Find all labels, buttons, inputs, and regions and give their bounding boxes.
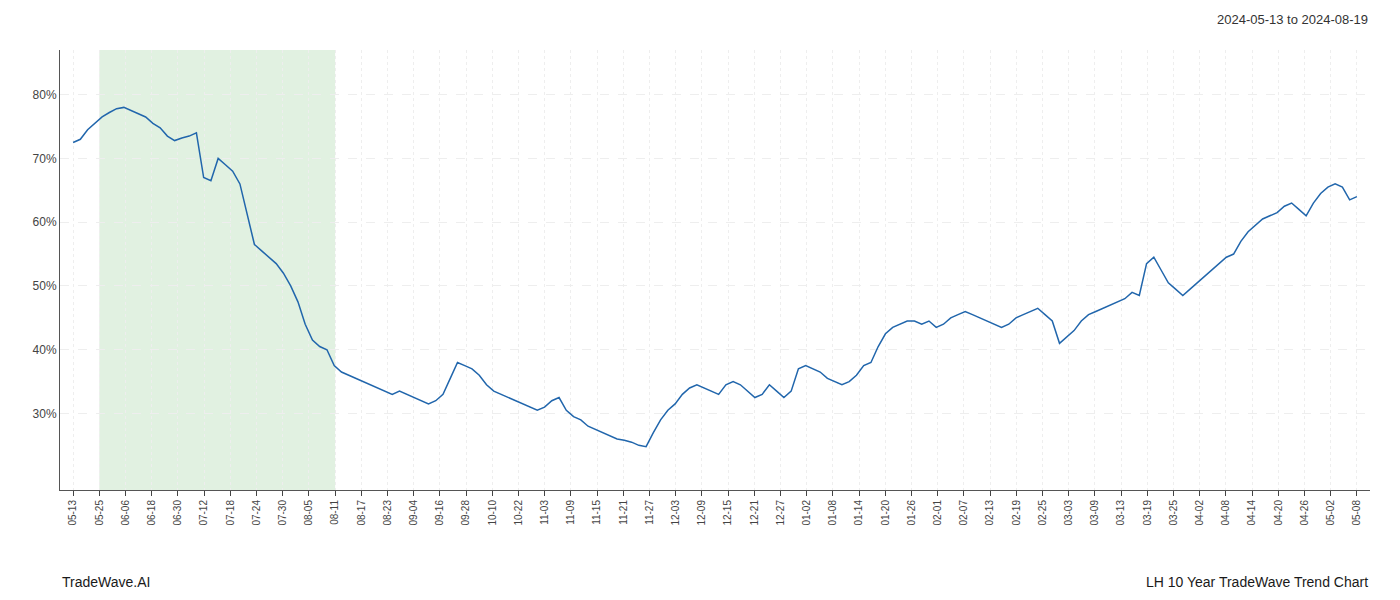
svg-text:40%: 40% — [33, 343, 57, 357]
svg-text:11-03: 11-03 — [539, 500, 550, 525]
svg-text:02-25: 02-25 — [1037, 500, 1048, 526]
svg-text:04-20: 04-20 — [1273, 500, 1284, 526]
svg-text:04-02: 04-02 — [1194, 500, 1205, 526]
svg-text:60%: 60% — [33, 215, 57, 229]
svg-text:2024-05-13 to 2024-08-19: 2024-05-13 to 2024-08-19 — [1217, 12, 1368, 27]
svg-text:06-18: 06-18 — [146, 500, 157, 526]
svg-text:80%: 80% — [33, 88, 57, 102]
svg-text:04-26: 04-26 — [1299, 500, 1310, 526]
svg-text:08-23: 08-23 — [382, 500, 393, 526]
svg-text:12-15: 12-15 — [722, 500, 733, 526]
svg-text:70%: 70% — [33, 152, 57, 166]
svg-text:01-08: 01-08 — [827, 500, 838, 526]
svg-text:06-06: 06-06 — [120, 500, 131, 526]
svg-text:50%: 50% — [33, 279, 57, 293]
svg-text:11-21: 11-21 — [618, 500, 629, 525]
svg-text:07-30: 07-30 — [277, 500, 288, 526]
svg-text:09-28: 09-28 — [460, 500, 471, 526]
svg-text:01-14: 01-14 — [853, 500, 864, 526]
svg-text:09-04: 09-04 — [408, 500, 419, 526]
svg-text:02-19: 02-19 — [1011, 500, 1022, 526]
svg-text:04-08: 04-08 — [1220, 500, 1231, 526]
svg-text:03-19: 03-19 — [1142, 500, 1153, 526]
svg-text:12-21: 12-21 — [749, 500, 760, 526]
svg-text:08-05: 08-05 — [303, 500, 314, 526]
svg-text:03-09: 03-09 — [1089, 500, 1100, 526]
svg-text:12-03: 12-03 — [670, 500, 681, 526]
svg-text:06-30: 06-30 — [172, 500, 183, 526]
svg-text:02-07: 02-07 — [958, 500, 969, 526]
svg-text:02-13: 02-13 — [984, 500, 995, 526]
svg-text:07-18: 07-18 — [225, 500, 236, 526]
svg-text:05-25: 05-25 — [94, 500, 105, 526]
svg-text:07-24: 07-24 — [251, 500, 262, 526]
svg-text:01-02: 01-02 — [801, 500, 812, 526]
svg-text:05-13: 05-13 — [67, 500, 78, 526]
svg-text:12-09: 12-09 — [696, 500, 707, 526]
svg-text:03-13: 03-13 — [1115, 500, 1126, 526]
svg-text:02-01: 02-01 — [932, 500, 943, 526]
svg-text:10-10: 10-10 — [487, 500, 498, 526]
svg-text:LH 10 Year TradeWave Trend Cha: LH 10 Year TradeWave Trend Chart — [1146, 574, 1368, 590]
svg-text:05-08: 05-08 — [1351, 500, 1362, 526]
svg-text:30%: 30% — [33, 407, 57, 421]
svg-text:01-26: 01-26 — [906, 500, 917, 526]
svg-text:07-12: 07-12 — [198, 500, 209, 526]
svg-text:11-27: 11-27 — [644, 500, 655, 525]
svg-text:09-16: 09-16 — [434, 500, 445, 526]
svg-text:10-22: 10-22 — [513, 500, 524, 526]
svg-text:01-20: 01-20 — [880, 500, 891, 526]
svg-text:12-27: 12-27 — [775, 500, 786, 526]
svg-text:03-25: 03-25 — [1168, 500, 1179, 526]
svg-text:05-02: 05-02 — [1325, 500, 1336, 526]
svg-text:08-17: 08-17 — [356, 500, 367, 526]
svg-text:11-09: 11-09 — [565, 500, 576, 525]
svg-text:11-15: 11-15 — [591, 500, 602, 525]
svg-text:04-14: 04-14 — [1246, 500, 1257, 526]
svg-text:TradeWave.AI: TradeWave.AI — [62, 574, 150, 590]
svg-text:03-03: 03-03 — [1063, 500, 1074, 526]
svg-text:08-11: 08-11 — [329, 500, 340, 525]
